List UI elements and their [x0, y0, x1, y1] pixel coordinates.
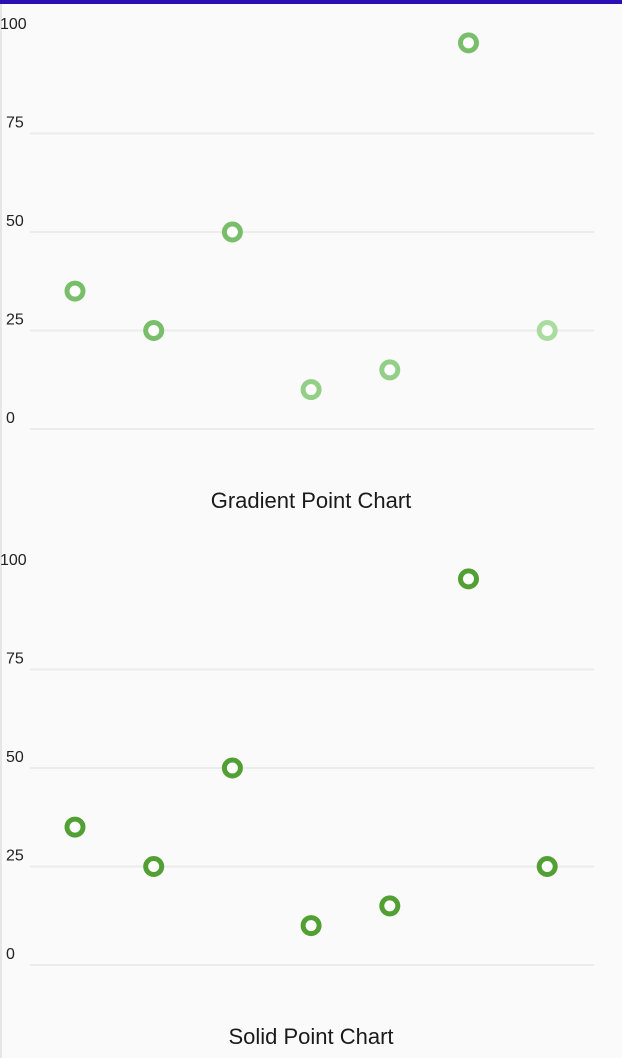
data-point-6	[458, 568, 479, 590]
y-tick-label-75: 75	[6, 651, 24, 668]
data-point-6	[458, 32, 479, 54]
top-accent-bar	[0, 0, 622, 4]
data-point-3	[221, 221, 243, 243]
data-point-3	[221, 757, 243, 779]
data-point-4	[300, 915, 322, 937]
gradient-chart-title: Gradient Point Chart	[210, 488, 412, 513]
data-point-2	[143, 320, 165, 341]
y-tick-label-0: 0	[6, 946, 15, 963]
y-tick-label-100: 100	[0, 552, 27, 569]
solid-chart-title: Solid Point Chart	[228, 1024, 394, 1049]
gradient-point-chart: 0 25 50 75 100 Gradient Point Chart	[0, 4, 622, 534]
y-tick-label-25: 25	[6, 312, 24, 329]
y-tick-label-50: 50	[6, 213, 24, 230]
y-tick-label-0: 0	[6, 410, 15, 427]
data-point-5	[379, 359, 401, 381]
data-point-7	[536, 856, 558, 877]
data-point-2	[143, 856, 165, 877]
y-tick-label-50: 50	[6, 749, 24, 766]
y-tick-label-100: 100	[0, 16, 27, 33]
data-point-5	[379, 895, 401, 917]
left-edge-divider	[0, 4, 2, 1058]
data-point-7	[536, 320, 558, 341]
solid-point-chart: 0 25 50 75 100 Solid Point Chart	[0, 540, 622, 1058]
y-tick-label-75: 75	[6, 115, 24, 132]
gradient-chart-plot: 0 25 50 75 100	[0, 16, 594, 430]
y-tick-label-25: 25	[6, 848, 24, 865]
data-point-1	[64, 816, 86, 838]
solid-chart-plot: 0 25 50 75 100	[0, 552, 594, 966]
data-point-1	[64, 280, 86, 302]
data-point-4	[300, 379, 322, 401]
